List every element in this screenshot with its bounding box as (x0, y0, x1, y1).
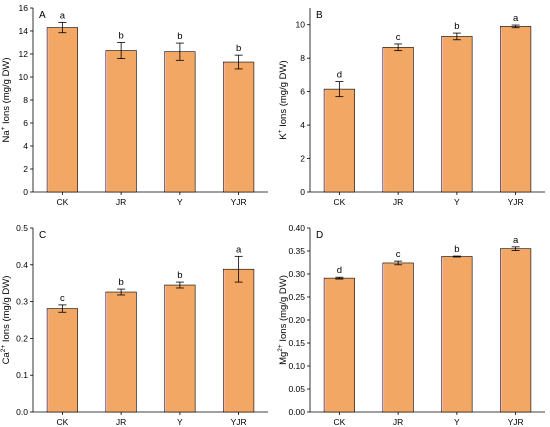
bar (382, 47, 414, 193)
significance-letter: b (236, 43, 241, 54)
significance-letter: d (337, 70, 342, 81)
y-tick-label: 0.20 (288, 315, 305, 325)
y-tick-label: 6 (23, 118, 28, 128)
panel-label: B (316, 10, 323, 21)
bar (46, 27, 78, 193)
x-tick-label: YJR (231, 417, 247, 427)
bar (164, 51, 196, 193)
y-axis-label-charge: 2+ (0, 345, 7, 353)
x-tick-label: Y (177, 417, 183, 427)
y-tick-label: 14 (19, 26, 29, 36)
significance-letter: d (337, 265, 342, 276)
significance-letter: c (60, 293, 65, 304)
bar (46, 308, 78, 413)
y-axis-label-unit: Ions (mg/g DW) (1, 57, 12, 126)
y-tick-label: 0.15 (288, 338, 305, 348)
y-axis-label-charge: 2+ (277, 344, 284, 352)
y-tick-label: 0 (23, 187, 28, 197)
y-tick-label: 10 (19, 72, 29, 82)
y-axis-label: Mg2+ Ions (mg/g DW) (277, 275, 289, 365)
significance-letter: b (177, 31, 182, 42)
bar (223, 61, 255, 193)
y-tick-label: 0.2 (16, 333, 28, 343)
y-tick-label: 0.4 (16, 260, 28, 270)
y-tick-label: 4 (300, 120, 305, 130)
bar (105, 291, 137, 413)
bar (500, 26, 532, 193)
significance-letter: c (396, 249, 401, 260)
y-axis-label-unit: Ions (mg/g DW) (1, 276, 12, 345)
x-tick-label: JR (116, 417, 126, 427)
y-axis-label-charge: + (0, 126, 7, 130)
y-tick-label: 2 (23, 164, 28, 174)
x-tick-label: CK (333, 197, 345, 207)
significance-letter: b (118, 277, 123, 288)
x-tick-label: JR (393, 197, 403, 207)
bar (223, 268, 255, 413)
y-axis-label: Ca2+ Ions (mg/g DW) (0, 276, 12, 365)
y-axis-label-ion: Mg (278, 352, 289, 365)
panel-label: C (39, 230, 46, 241)
significance-letter: b (118, 31, 123, 42)
y-axis-label: Na+ Ions (mg/g DW) (0, 57, 12, 142)
x-tick-label: JR (116, 197, 126, 207)
x-tick-label: Y (177, 197, 183, 207)
significance-letter: a (513, 13, 519, 24)
y-tick-label: 4 (23, 141, 28, 151)
y-tick-label: 0.30 (288, 269, 305, 279)
y-tick-label: 0.00 (288, 407, 305, 417)
x-tick-label: YJR (231, 197, 247, 207)
y-tick-label: 0.10 (288, 361, 305, 371)
significance-letter: a (236, 244, 242, 255)
y-tick-label: 0.35 (288, 246, 305, 256)
bar (500, 248, 532, 413)
significance-letter: c (396, 32, 401, 43)
x-tick-label: YJR (508, 197, 524, 207)
significance-letter: a (60, 10, 66, 21)
y-tick-label: 0.3 (16, 297, 28, 307)
y-tick-label: 2 (300, 154, 305, 164)
x-tick-label: CK (56, 197, 68, 207)
y-tick-label: 16 (19, 3, 29, 13)
x-tick-label: Y (454, 417, 460, 427)
y-tick-label: 0 (300, 187, 305, 197)
significance-letter: a (513, 235, 519, 246)
bar (323, 88, 355, 193)
y-tick-label: 0.0 (16, 407, 28, 417)
significance-letter: b (454, 244, 459, 255)
x-tick-label: YJR (508, 417, 524, 427)
y-tick-label: 0.40 (288, 223, 305, 233)
y-tick-label: 0.5 (16, 223, 28, 233)
bar (441, 256, 473, 413)
x-tick-label: CK (56, 417, 68, 427)
y-tick-label: 6 (300, 87, 305, 97)
bar (382, 262, 414, 413)
x-tick-label: Y (454, 197, 460, 207)
y-axis-label-ion: Ca (1, 352, 12, 365)
significance-letter: b (177, 270, 182, 281)
panel-label: A (39, 10, 46, 21)
y-axis-label-ion: Na (1, 130, 12, 143)
y-axis-label-charge: + (277, 129, 284, 133)
y-tick-label: 10 (296, 20, 306, 30)
y-axis-label-unit: Ions (mg/g DW) (278, 275, 289, 344)
y-tick-label: 8 (300, 53, 305, 63)
y-axis-label-unit: Ions (mg/g DW) (278, 60, 289, 129)
bar (105, 50, 137, 193)
y-tick-label: 8 (23, 95, 28, 105)
y-tick-label: 12 (19, 49, 29, 59)
y-tick-label: 0.1 (16, 370, 28, 380)
y-tick-label: 0.25 (288, 292, 305, 302)
bar (441, 36, 473, 193)
y-axis-label-ion: K (278, 133, 289, 140)
y-axis-label: K+ Ions (mg/g DW) (277, 60, 289, 139)
y-tick-label: 0.05 (288, 384, 305, 394)
panel-label: D (316, 230, 323, 241)
significance-letter: b (454, 21, 459, 32)
bar (323, 277, 355, 413)
bar (164, 284, 196, 413)
x-tick-label: CK (333, 417, 345, 427)
x-tick-label: JR (393, 417, 403, 427)
